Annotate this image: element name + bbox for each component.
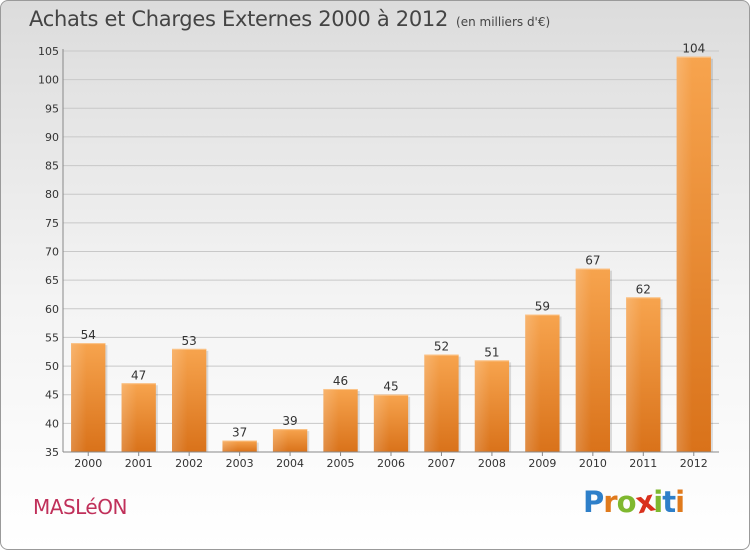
x-tick-label: 2011 — [629, 457, 657, 470]
y-tick-label: 90 — [45, 131, 59, 144]
value-label: 37 — [232, 426, 247, 440]
x-tick-label: 2000 — [74, 457, 102, 470]
bar-highlight — [626, 297, 642, 452]
y-tick-label: 35 — [45, 446, 59, 459]
value-label: 62 — [636, 282, 651, 296]
bars — [71, 56, 713, 452]
x-tick-label: 2004 — [276, 457, 304, 470]
y-tick-label: 105 — [38, 45, 59, 58]
y-tick-label: 60 — [45, 303, 59, 316]
y-axis: 35 40 45 50 55 60 65 70 75 80 85 90 95 100 105 — [38, 45, 64, 459]
value-label: 59 — [535, 300, 550, 314]
chart-title: Achats et Charges Externes 2000 à 2012 (e… — [29, 7, 550, 31]
value-label: 45 — [383, 380, 398, 394]
title-main: Achats et Charges Externes 2000 à 2012 — [29, 7, 449, 31]
bar-highlight — [525, 314, 541, 452]
y-tick-label: 45 — [45, 389, 59, 402]
value-label: 104 — [682, 42, 705, 56]
y-tick-label: 85 — [45, 160, 59, 173]
x-tick-label: 2009 — [528, 457, 556, 470]
y-tick-label: 65 — [45, 274, 59, 287]
value-label: 53 — [182, 334, 197, 348]
y-tick-label: 55 — [45, 331, 59, 344]
bar-highlight — [323, 388, 339, 452]
value-label: 52 — [434, 340, 449, 354]
x-tick-label: 2007 — [427, 457, 455, 470]
x-tick-label: 2012 — [680, 457, 708, 470]
bar — [222, 440, 257, 452]
bar-highlight — [373, 394, 390, 452]
x-tick-label: 2008 — [478, 457, 506, 470]
bar-highlight — [272, 429, 289, 452]
value-label: 54 — [81, 328, 96, 342]
logo-letter: t — [662, 485, 676, 519]
bar-highlight — [424, 354, 440, 452]
y-tick-label: 80 — [45, 188, 59, 201]
logo-letter: i — [653, 485, 663, 519]
town-name: MASLéON — [33, 495, 127, 519]
y-tick-label: 100 — [38, 74, 59, 87]
x-tick-label: 2003 — [226, 457, 254, 470]
bar-highlight — [121, 383, 137, 452]
value-label: 47 — [131, 368, 146, 382]
x-tick-label: 2001 — [125, 457, 153, 470]
x-tick-label: 2005 — [327, 457, 355, 470]
y-tick-label: 95 — [45, 102, 59, 115]
x-axis: 2000 2001 2002 2003 2004 2005 2006 2007 2008 2009… — [63, 451, 719, 470]
x-tick-label: 2006 — [377, 457, 405, 470]
value-label: 46 — [333, 374, 348, 388]
value-labels: 54 47 53 37 39 46 45 52 51 59 67 62 104 — [81, 42, 706, 440]
x-tick-label: 2002 — [175, 457, 203, 470]
proxiti-logo: Proxiti — [583, 484, 685, 521]
value-label: 39 — [282, 414, 297, 428]
y-tick-label: 50 — [45, 360, 59, 373]
value-label: 51 — [484, 345, 499, 359]
bar-highlight — [71, 343, 87, 452]
bar-highlight — [171, 348, 188, 452]
bar-highlight — [575, 268, 592, 452]
title-unit: (en milliers d'€) — [456, 15, 551, 29]
y-tick-label: 70 — [45, 246, 59, 259]
logo-letter: P — [583, 485, 604, 519]
logo-letter: r — [603, 485, 617, 519]
x-tick-label: 2010 — [579, 457, 607, 470]
bar-highlight — [222, 440, 238, 452]
bar-highlight — [474, 360, 491, 452]
y-tick-label: 40 — [45, 417, 59, 430]
logo-letter: o — [616, 485, 637, 519]
bar-highlight — [676, 56, 693, 452]
y-tick-label: 75 — [45, 217, 59, 230]
value-label: 67 — [585, 254, 600, 268]
logo-letter: i — [675, 485, 685, 519]
